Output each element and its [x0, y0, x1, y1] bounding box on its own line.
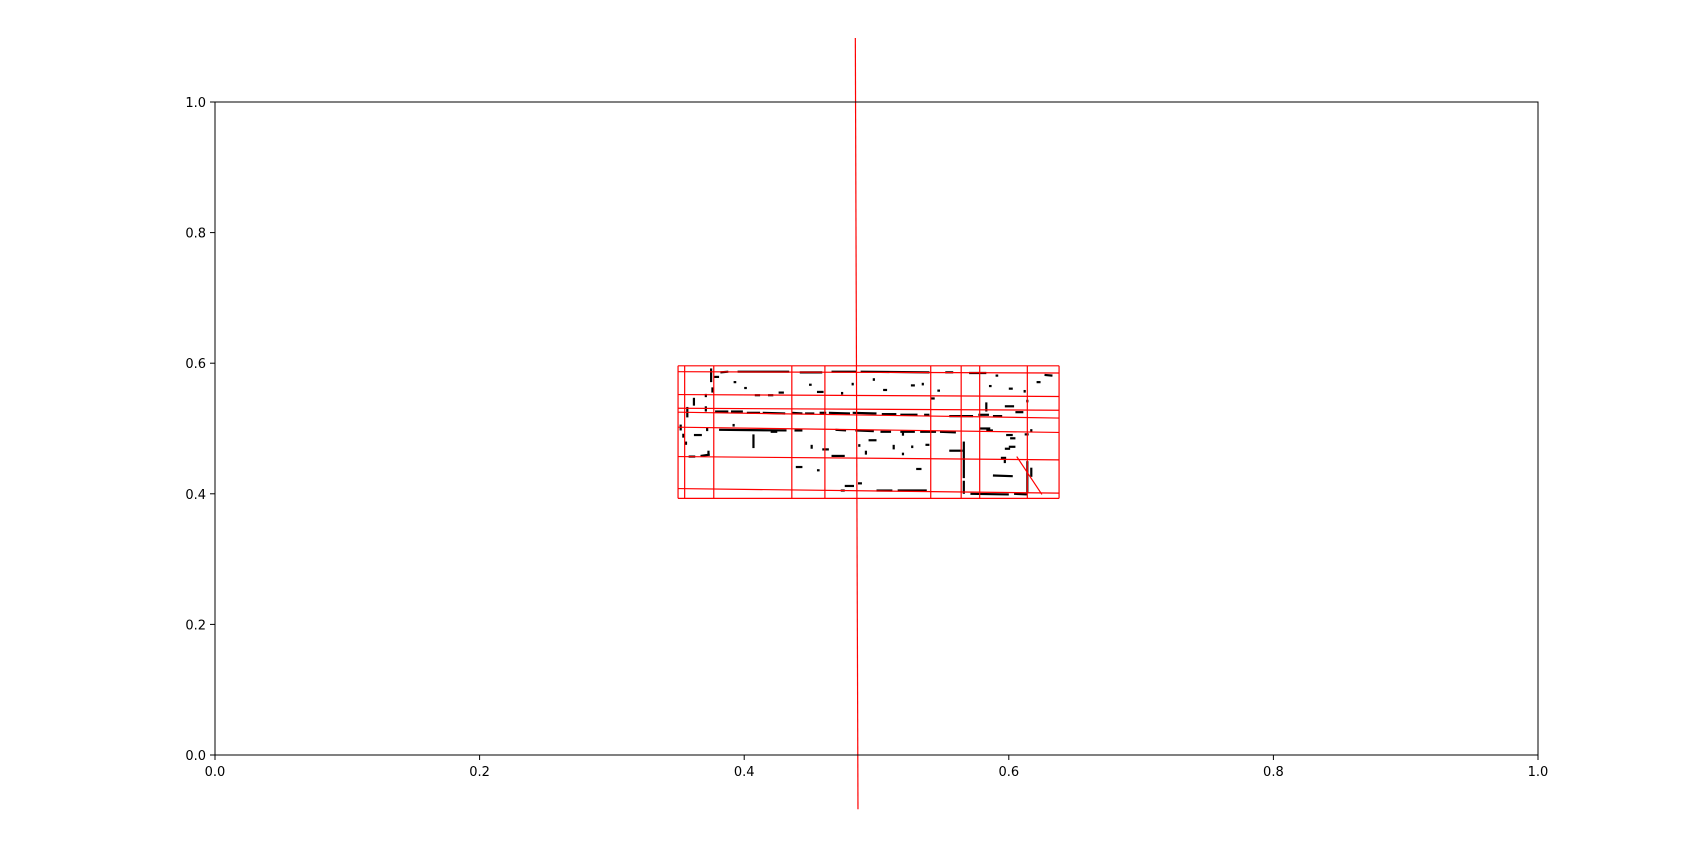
data-point-segment [992, 474, 1013, 478]
x-tick-label: 0.2 [469, 765, 490, 780]
data-point-segment [700, 453, 710, 458]
diagonal-line [1016, 456, 1043, 495]
x-tick-label: 0.4 [734, 765, 755, 780]
horizontal-line [678, 407, 1060, 411]
data-point-segment [828, 411, 851, 415]
y-axis: 0.0 0.2 0.4 0.6 0.8 1.0 [185, 96, 215, 764]
horizontal-line [678, 455, 1060, 461]
horizontal-line [678, 487, 1060, 494]
plot-area [677, 38, 1060, 810]
data-point-segment [1044, 373, 1053, 377]
x-tick-label: 0.6 [998, 765, 1019, 780]
data-point-segment [719, 428, 787, 432]
long-vertical-line [854, 38, 859, 810]
horizontal-line [678, 411, 1060, 419]
horizontal-line [678, 426, 1060, 434]
horizontal-line [678, 393, 1060, 398]
y-tick-label: 0.0 [185, 749, 206, 764]
data-point-segment [791, 411, 803, 415]
data-point-segment [970, 492, 1009, 496]
y-tick-label: 0.6 [185, 357, 206, 372]
data-point-segment [855, 429, 874, 433]
y-tick-label: 0.4 [185, 488, 206, 503]
x-tick-label: 1.0 [1528, 765, 1549, 780]
x-tick-label: 0.0 [205, 765, 226, 780]
y-tick-label: 0.8 [185, 227, 206, 242]
y-tick-label: 0.2 [185, 618, 206, 633]
axes-frame [214, 101, 1539, 756]
x-axis: 0.0 0.2 0.4 0.6 0.8 1.0 [205, 755, 1549, 780]
data-point-segment [939, 430, 956, 434]
x-tick-label: 0.8 [1263, 765, 1284, 780]
y-tick-label: 1.0 [185, 96, 206, 111]
data-point-segment [1014, 492, 1028, 496]
horizontal-line [678, 371, 1060, 374]
